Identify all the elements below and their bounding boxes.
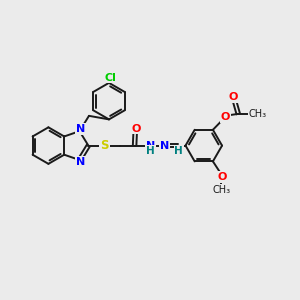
Text: H: H <box>174 146 183 156</box>
Text: Cl: Cl <box>104 73 116 82</box>
Text: S: S <box>100 139 109 152</box>
Text: N: N <box>146 141 155 151</box>
Text: N: N <box>76 124 85 134</box>
Text: N: N <box>76 158 85 167</box>
Text: O: O <box>228 92 238 102</box>
Text: CH₃: CH₃ <box>248 109 266 119</box>
Text: N: N <box>160 141 169 151</box>
Text: O: O <box>218 172 227 182</box>
Text: O: O <box>221 112 230 122</box>
Text: H: H <box>146 146 155 156</box>
Text: CH₃: CH₃ <box>212 185 230 195</box>
Text: O: O <box>131 124 140 134</box>
